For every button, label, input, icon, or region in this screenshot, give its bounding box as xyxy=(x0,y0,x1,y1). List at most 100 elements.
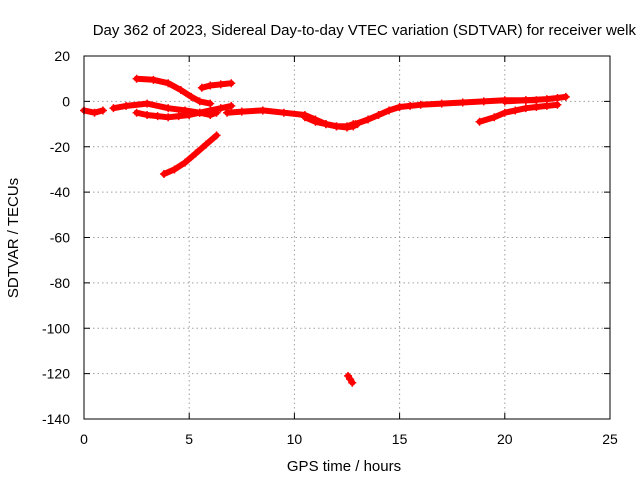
y-tick-label: -60 xyxy=(50,230,70,246)
data-point xyxy=(300,113,309,122)
x-axis-ticks: 0 5 10 15 20 25 xyxy=(80,56,618,447)
series-track-3 xyxy=(132,74,215,108)
series-track-4 xyxy=(132,101,236,122)
data-point xyxy=(227,79,236,88)
data-point xyxy=(406,101,415,110)
y-axis-ticks: 20 0 -20 -40 -60 -80 -100 -120 -140 xyxy=(42,48,610,427)
data-point xyxy=(343,123,351,132)
data-point xyxy=(90,108,99,117)
data-point xyxy=(561,92,570,101)
data-point xyxy=(122,101,131,110)
data-point xyxy=(227,101,236,110)
chart-title: Day 362 of 2023, Sidereal Day-to-day VTE… xyxy=(93,22,637,39)
x-tick-label: 5 xyxy=(185,431,193,447)
data-point xyxy=(174,112,183,121)
data-point xyxy=(321,120,330,129)
data-point xyxy=(164,79,173,88)
data-point xyxy=(479,97,488,106)
data-point xyxy=(149,75,158,84)
data-point xyxy=(132,74,141,83)
series-line xyxy=(198,80,235,91)
y-tick-label: -20 xyxy=(50,139,70,155)
data-point xyxy=(153,112,162,121)
data-point xyxy=(187,92,196,101)
data-point xyxy=(223,108,232,117)
data-point xyxy=(395,103,404,112)
data-series xyxy=(80,74,570,387)
data-point xyxy=(511,106,520,115)
data-point xyxy=(180,158,189,167)
data-point xyxy=(332,122,341,131)
x-tick-label: 10 xyxy=(287,431,303,447)
data-point xyxy=(553,93,562,102)
series-track-11 xyxy=(500,92,570,106)
y-tick-label: -80 xyxy=(50,275,70,291)
data-point xyxy=(170,165,179,174)
data-point xyxy=(109,104,118,113)
series-track-10 xyxy=(475,100,562,126)
x-tick-label: 25 xyxy=(602,431,618,447)
data-point xyxy=(202,140,211,149)
x-tick-label: 15 xyxy=(392,431,408,447)
y-axis-label: SDTVAR / TECUs xyxy=(5,178,22,298)
data-point xyxy=(185,110,194,119)
data-point xyxy=(542,95,551,104)
y-tick-label: -100 xyxy=(42,320,70,336)
data-point xyxy=(532,103,541,112)
data-point xyxy=(279,108,288,117)
data-point xyxy=(348,378,357,387)
y-tick-label: -120 xyxy=(42,366,70,382)
plot-frame xyxy=(83,55,611,420)
data-point xyxy=(164,113,173,122)
series-line xyxy=(476,101,561,125)
data-point xyxy=(206,106,215,115)
data-point xyxy=(206,81,215,90)
data-point xyxy=(176,86,185,95)
x-tick-label: 20 xyxy=(497,431,513,447)
y-tick-label: -40 xyxy=(50,184,70,200)
y-tick-label: 0 xyxy=(62,93,70,109)
data-point xyxy=(475,117,484,126)
data-point xyxy=(364,115,373,124)
data-point xyxy=(500,108,509,117)
data-point xyxy=(500,97,509,106)
data-point xyxy=(197,83,206,92)
x-tick-label: 0 xyxy=(80,431,88,447)
y-tick-label: -140 xyxy=(42,411,70,427)
data-point xyxy=(212,131,221,140)
data-point xyxy=(132,108,141,117)
data-point xyxy=(143,110,152,119)
series-line xyxy=(161,132,220,177)
data-point xyxy=(458,98,467,107)
y-tick-label: 20 xyxy=(54,48,70,64)
data-point xyxy=(191,149,200,158)
data-point xyxy=(195,108,204,117)
data-point xyxy=(258,106,267,115)
data-point xyxy=(553,100,562,109)
series-track-5 xyxy=(197,79,236,92)
data-point xyxy=(374,110,383,119)
data-point xyxy=(311,117,320,126)
data-point xyxy=(195,97,204,106)
data-point xyxy=(164,104,173,113)
data-point xyxy=(159,169,168,178)
data-point xyxy=(385,106,394,115)
x-axis-label: GPS time / hours xyxy=(287,458,401,475)
data-point xyxy=(521,104,530,113)
series-track-6 xyxy=(159,131,221,178)
data-point xyxy=(416,100,425,109)
data-point xyxy=(437,99,446,108)
data-point xyxy=(206,99,215,108)
data-point xyxy=(351,120,360,129)
data-point xyxy=(542,101,551,110)
series-line xyxy=(133,102,235,121)
data-point xyxy=(216,104,225,113)
data-point xyxy=(216,80,225,89)
data-point xyxy=(237,107,246,116)
data-point xyxy=(521,96,530,105)
grid-lines xyxy=(84,56,610,419)
series-track-12 xyxy=(344,371,357,387)
data-point xyxy=(490,113,499,122)
data-point xyxy=(143,99,152,108)
